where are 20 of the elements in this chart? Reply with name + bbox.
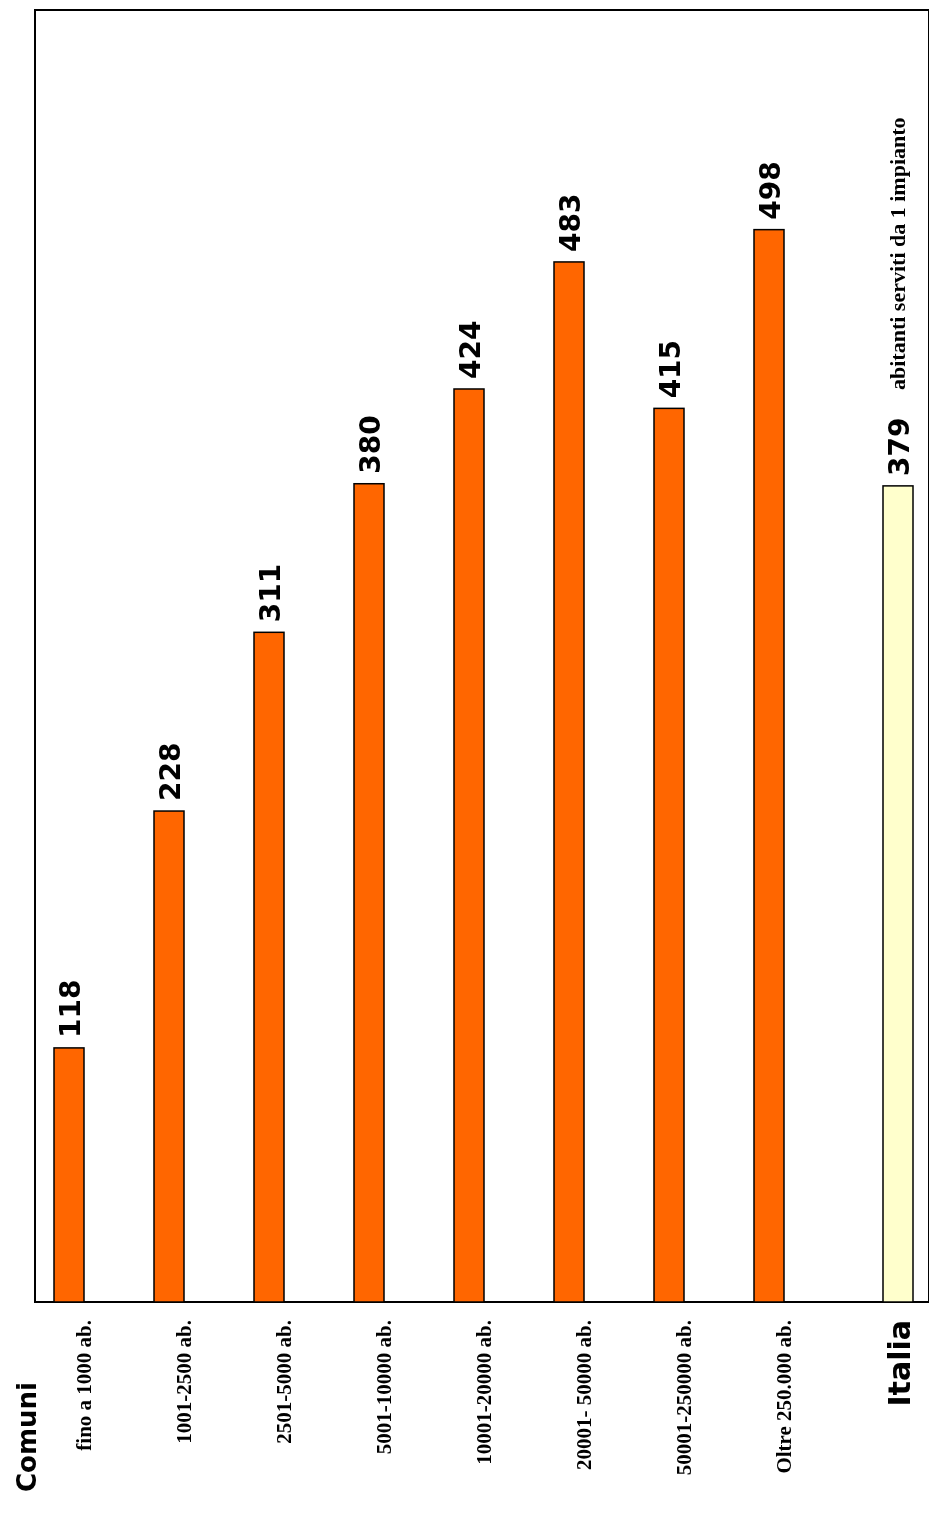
text: Comuni xyxy=(12,1382,42,1492)
data-label: 228 xyxy=(154,742,187,802)
data-label: 311 xyxy=(254,563,287,623)
data-label: 379 xyxy=(883,417,916,476)
x-tick-label: Oltre 250.000 ab. xyxy=(772,1320,796,1474)
data-label: 483 xyxy=(554,193,587,252)
data-label: 424 xyxy=(454,320,487,379)
data-label: 118 xyxy=(54,979,87,1038)
x-tick-label: 20001- 50000 ab. xyxy=(572,1320,596,1470)
data-label: 380 xyxy=(354,415,387,474)
text: abitanti serviti da 1 impianto xyxy=(885,117,910,390)
x-tick-label: 2501-5000 ab. xyxy=(272,1320,296,1444)
x-tick-label: Italia xyxy=(882,1320,917,1407)
x-tick-label: 10001-20000 ab. xyxy=(472,1320,496,1465)
x-tick-label: 50001-250000 ab. xyxy=(672,1320,696,1476)
data-label: 415 xyxy=(654,339,687,399)
x-tick-label: 1001-2500 ab. xyxy=(172,1320,196,1444)
x-tick-label: 5001-10000 ab. xyxy=(372,1320,396,1455)
data-label: 498 xyxy=(754,161,787,220)
x-tick-label: fino a 1000 ab. xyxy=(72,1320,96,1451)
